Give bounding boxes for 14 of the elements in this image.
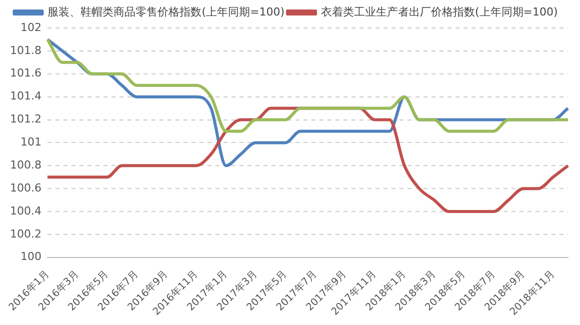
y-tick-label: 101.8 — [10, 44, 42, 57]
y-tick-label: 100.8 — [10, 158, 42, 172]
y-tick-label: 100 — [20, 250, 42, 264]
y-tick-label: 101 — [20, 136, 42, 149]
y-tick-label: 102 — [20, 20, 42, 34]
y-tick-label: 101.6 — [10, 66, 42, 80]
y-tick-label: 101.2 — [10, 112, 42, 126]
legend-label: 衣着类工业生产者出厂价格指数(上年同期=100) — [321, 5, 558, 18]
line-series — [46, 38, 570, 133]
y-tick-label: 100.2 — [10, 227, 42, 240]
y-tick-label: 100.4 — [10, 204, 42, 218]
y-tick-label: 101.4 — [10, 90, 42, 103]
legend-label: 服装、鞋帽类商品零售价格指数(上年同期=100) — [48, 5, 284, 18]
y-tick-label: 100.6 — [10, 181, 42, 194]
